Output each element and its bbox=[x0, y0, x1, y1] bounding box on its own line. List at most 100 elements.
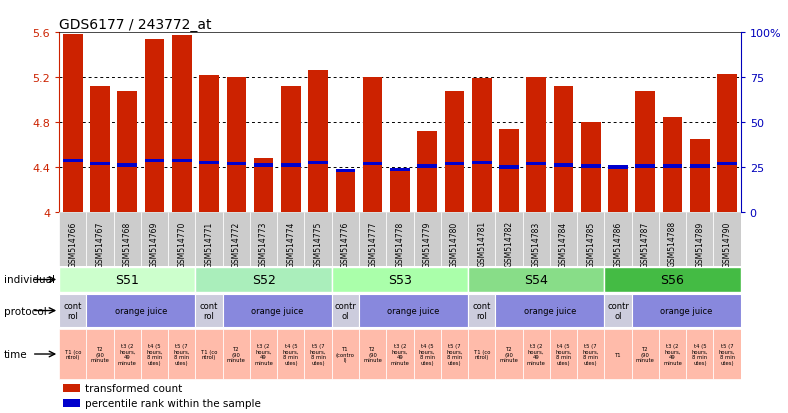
Text: T1 (co
ntrol): T1 (co ntrol) bbox=[474, 349, 490, 360]
Text: percentile rank within the sample: percentile rank within the sample bbox=[85, 398, 261, 408]
Bar bbox=[90, 163, 110, 166]
Bar bbox=[145, 159, 165, 163]
Bar bbox=[663, 165, 682, 169]
Text: t3 (2
hours,
49
minute: t3 (2 hours, 49 minute bbox=[255, 343, 273, 366]
Bar bbox=[468, 294, 496, 328]
Bar bbox=[362, 163, 382, 166]
Text: transformed count: transformed count bbox=[85, 383, 182, 393]
Text: t5 (7
hours,
8 min
utes): t5 (7 hours, 8 min utes) bbox=[446, 343, 463, 366]
Bar bbox=[308, 71, 328, 213]
Bar bbox=[63, 159, 83, 163]
Bar bbox=[277, 330, 304, 379]
Text: T1 (co
ntrol): T1 (co ntrol) bbox=[65, 349, 81, 360]
Text: T2
(90
minute: T2 (90 minute bbox=[636, 346, 655, 363]
Bar bbox=[581, 123, 600, 213]
Text: GSM514789: GSM514789 bbox=[695, 221, 704, 267]
Text: GSM514783: GSM514783 bbox=[532, 221, 541, 267]
Text: orange juice: orange juice bbox=[388, 306, 440, 315]
Text: orange juice: orange juice bbox=[251, 306, 303, 315]
Text: GDS6177 / 243772_at: GDS6177 / 243772_at bbox=[59, 18, 212, 32]
Text: T2
(90
minute: T2 (90 minute bbox=[363, 346, 382, 363]
Bar bbox=[62, 399, 80, 407]
Text: t3 (2
hours,
49
minute: t3 (2 hours, 49 minute bbox=[391, 343, 409, 366]
Text: T1: T1 bbox=[615, 351, 622, 357]
Bar bbox=[554, 87, 574, 213]
Bar bbox=[663, 117, 682, 213]
Text: orange juice: orange juice bbox=[524, 306, 576, 315]
Bar bbox=[632, 213, 659, 266]
Bar bbox=[472, 161, 492, 165]
Bar bbox=[444, 91, 464, 213]
Bar bbox=[59, 294, 87, 328]
Bar bbox=[554, 164, 574, 167]
Bar bbox=[277, 213, 304, 266]
Bar bbox=[659, 213, 686, 266]
Text: GSM514766: GSM514766 bbox=[69, 221, 77, 267]
Bar bbox=[526, 163, 546, 166]
Bar bbox=[168, 213, 195, 266]
Text: GSM514777: GSM514777 bbox=[368, 221, 377, 267]
Bar bbox=[332, 267, 468, 293]
Text: t3 (2
hours,
49
minute: t3 (2 hours, 49 minute bbox=[527, 343, 545, 366]
Bar bbox=[113, 213, 141, 266]
Bar bbox=[62, 385, 80, 392]
Bar bbox=[168, 330, 195, 379]
Bar bbox=[117, 91, 137, 213]
Bar bbox=[690, 165, 710, 169]
Bar bbox=[254, 159, 273, 213]
Bar bbox=[581, 165, 600, 169]
Text: GSM514773: GSM514773 bbox=[259, 221, 268, 267]
Text: T1 (co
ntrol): T1 (co ntrol) bbox=[201, 349, 217, 360]
Text: t4 (5
hours,
8 min
utes): t4 (5 hours, 8 min utes) bbox=[419, 343, 436, 366]
Bar bbox=[550, 213, 577, 266]
Bar bbox=[87, 213, 113, 266]
Bar bbox=[172, 36, 191, 213]
Bar bbox=[254, 164, 273, 167]
Text: GSM514778: GSM514778 bbox=[396, 221, 404, 267]
Bar bbox=[87, 294, 195, 328]
Text: t3 (2
hours,
49
minute: t3 (2 hours, 49 minute bbox=[118, 343, 136, 366]
Bar bbox=[604, 330, 632, 379]
Bar bbox=[386, 330, 414, 379]
Text: S52: S52 bbox=[251, 273, 276, 286]
Bar bbox=[468, 330, 496, 379]
Bar bbox=[418, 132, 437, 213]
Bar bbox=[717, 75, 737, 213]
Text: S56: S56 bbox=[660, 273, 685, 286]
Text: T2
(90
minute: T2 (90 minute bbox=[227, 346, 246, 363]
Text: GSM514786: GSM514786 bbox=[614, 221, 623, 267]
Bar bbox=[444, 163, 464, 166]
Bar bbox=[659, 330, 686, 379]
Text: GSM514782: GSM514782 bbox=[504, 221, 514, 267]
Bar bbox=[550, 330, 577, 379]
Bar bbox=[223, 330, 250, 379]
Text: GSM514770: GSM514770 bbox=[177, 221, 186, 267]
Text: t4 (5
hours,
8 min
utes): t4 (5 hours, 8 min utes) bbox=[692, 343, 708, 366]
Bar bbox=[604, 294, 632, 328]
Bar bbox=[117, 164, 137, 167]
Bar bbox=[87, 330, 113, 379]
Bar bbox=[577, 330, 604, 379]
Text: GSM514772: GSM514772 bbox=[232, 221, 241, 267]
Text: cont
rol: cont rol bbox=[200, 301, 218, 320]
Bar bbox=[362, 78, 382, 213]
Text: contr
ol: contr ol bbox=[334, 301, 356, 320]
Bar bbox=[608, 166, 628, 169]
Text: T2
(90
minute: T2 (90 minute bbox=[91, 346, 110, 363]
Bar bbox=[690, 140, 710, 213]
Bar bbox=[472, 79, 492, 213]
Bar bbox=[332, 294, 359, 328]
Bar bbox=[440, 330, 468, 379]
Bar bbox=[635, 91, 655, 213]
Bar bbox=[468, 213, 496, 266]
Bar bbox=[499, 130, 519, 213]
Bar bbox=[522, 213, 550, 266]
Bar bbox=[223, 213, 250, 266]
Text: GSM514776: GSM514776 bbox=[341, 221, 350, 267]
Bar bbox=[195, 267, 332, 293]
Text: t5 (7
hours,
8 min
utes): t5 (7 hours, 8 min utes) bbox=[582, 343, 599, 366]
Text: individual: individual bbox=[4, 275, 55, 285]
Bar bbox=[499, 166, 519, 169]
Text: contr
ol: contr ol bbox=[607, 301, 629, 320]
Bar bbox=[199, 161, 219, 165]
